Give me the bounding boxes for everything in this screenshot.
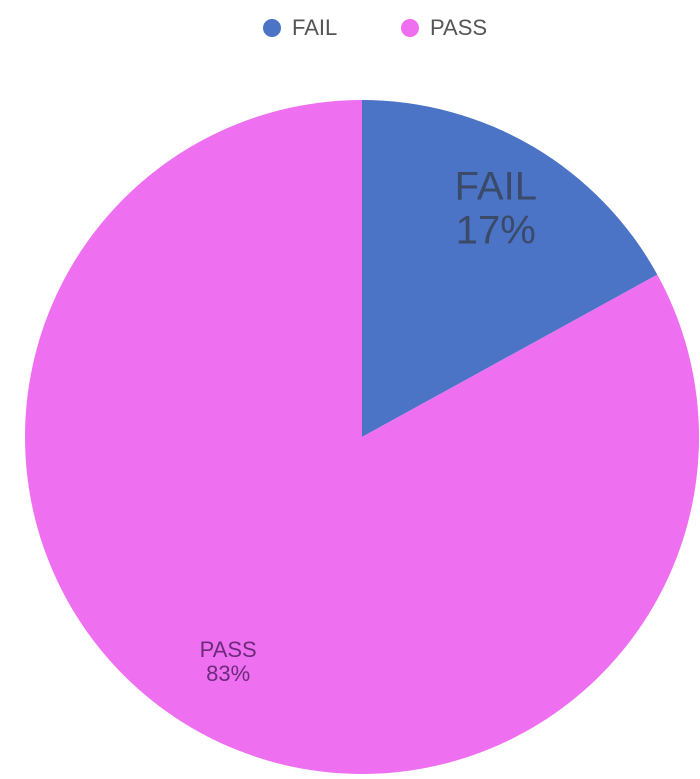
legend-swatch [263, 19, 281, 37]
pie-slice [362, 100, 658, 437]
slice-label: FAIL [455, 164, 537, 208]
legend-swatch [401, 19, 419, 37]
slice-value-label: 17% [456, 208, 536, 252]
legend-label: PASS [430, 15, 487, 40]
slice-label: PASS [200, 637, 257, 662]
slice-value-label: 83% [206, 661, 250, 686]
legend-label: FAIL [292, 15, 337, 40]
pie-slice [25, 100, 699, 774]
